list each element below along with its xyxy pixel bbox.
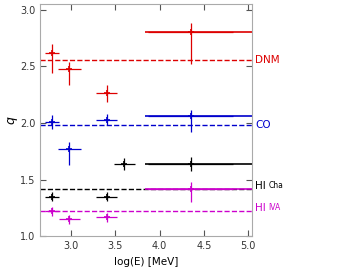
Text: Cha: Cha xyxy=(269,181,283,190)
Y-axis label: q: q xyxy=(4,116,17,124)
Text: DNM: DNM xyxy=(255,55,280,65)
Text: CO: CO xyxy=(255,120,271,130)
X-axis label: log(E) [MeV]: log(E) [MeV] xyxy=(114,257,178,267)
Text: HI: HI xyxy=(255,203,266,213)
Text: HI: HI xyxy=(255,181,266,191)
Text: IVA: IVA xyxy=(269,203,281,212)
